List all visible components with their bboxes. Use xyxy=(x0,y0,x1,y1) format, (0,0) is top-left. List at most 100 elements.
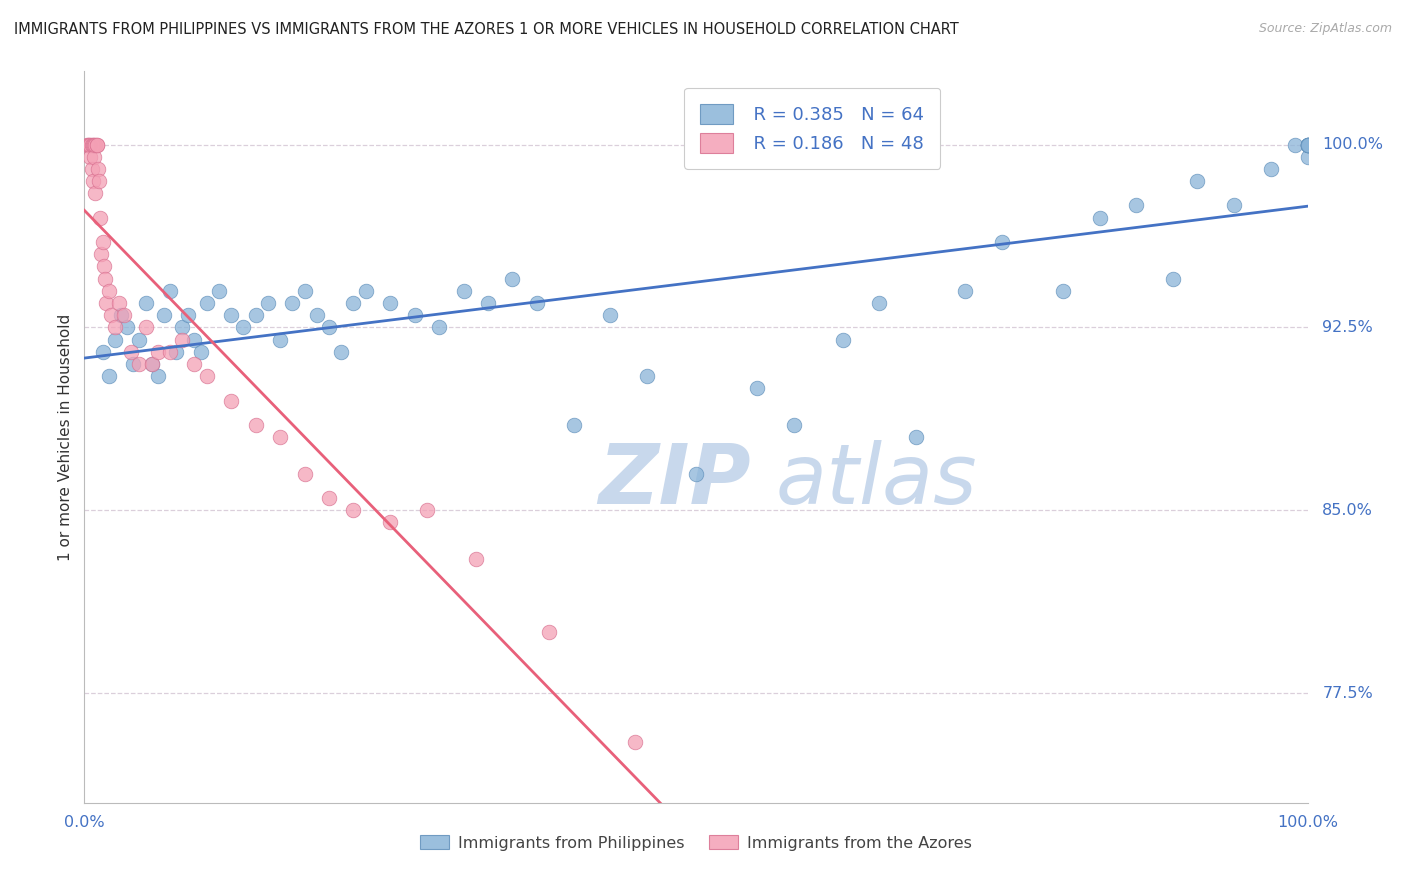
Point xyxy=(104,320,127,334)
Text: 100.0%: 100.0% xyxy=(1277,815,1339,830)
Point xyxy=(747,381,769,395)
Point xyxy=(86,137,108,152)
Point xyxy=(82,174,104,188)
Point xyxy=(190,344,212,359)
Point xyxy=(77,137,100,152)
Point xyxy=(281,296,304,310)
Point xyxy=(159,344,181,359)
Point xyxy=(427,320,450,334)
Point xyxy=(97,369,120,384)
Point xyxy=(685,467,707,481)
Point xyxy=(91,344,114,359)
Point xyxy=(128,357,150,371)
Point xyxy=(1161,271,1184,285)
Point xyxy=(183,357,205,371)
Point xyxy=(141,357,163,371)
Point xyxy=(1296,137,1319,152)
Point xyxy=(502,271,524,285)
Point xyxy=(83,137,105,152)
Point xyxy=(232,320,254,334)
Point xyxy=(80,161,103,176)
Text: 92.5%: 92.5% xyxy=(1322,320,1374,334)
Point xyxy=(294,467,316,481)
Point xyxy=(624,735,647,749)
Point xyxy=(636,369,658,384)
Point xyxy=(87,161,110,176)
Point xyxy=(342,503,364,517)
Point xyxy=(89,211,111,225)
Point xyxy=(177,308,200,322)
Point xyxy=(318,491,340,505)
Point xyxy=(84,186,107,201)
Point xyxy=(294,284,316,298)
Point xyxy=(869,296,891,310)
Point xyxy=(1284,137,1306,152)
Text: atlas: atlas xyxy=(776,441,977,522)
Point xyxy=(219,308,242,322)
Text: 100.0%: 100.0% xyxy=(1322,137,1384,152)
Point xyxy=(991,235,1014,249)
Point xyxy=(79,137,101,152)
Point xyxy=(538,625,561,640)
Point xyxy=(245,308,267,322)
Point xyxy=(1296,137,1319,152)
Point xyxy=(1260,161,1282,176)
Point xyxy=(1296,137,1319,152)
Point xyxy=(120,344,142,359)
Point xyxy=(87,174,110,188)
Point xyxy=(122,357,145,371)
Point xyxy=(219,393,242,408)
Point xyxy=(112,308,135,322)
Point xyxy=(526,296,548,310)
Point xyxy=(79,150,101,164)
Text: ZIP: ZIP xyxy=(598,441,751,522)
Point xyxy=(257,296,280,310)
Point xyxy=(905,430,928,444)
Point xyxy=(195,369,218,384)
Y-axis label: 1 or more Vehicles in Household: 1 or more Vehicles in Household xyxy=(58,313,73,561)
Point xyxy=(562,417,585,432)
Point xyxy=(305,308,328,322)
Point xyxy=(831,333,853,347)
Point xyxy=(1296,137,1319,152)
Point xyxy=(93,260,115,274)
Point xyxy=(1296,150,1319,164)
Point xyxy=(80,137,103,152)
Point xyxy=(90,247,112,261)
Point xyxy=(104,333,127,347)
Point xyxy=(94,271,117,285)
Point xyxy=(84,137,107,152)
Point xyxy=(208,284,231,298)
Point xyxy=(146,344,169,359)
Point xyxy=(165,344,187,359)
Point xyxy=(953,284,976,298)
Point xyxy=(1223,198,1246,212)
Point xyxy=(86,137,108,152)
Point xyxy=(453,284,475,298)
Point xyxy=(599,308,621,322)
Point xyxy=(269,333,291,347)
Point xyxy=(783,417,806,432)
Text: 85.0%: 85.0% xyxy=(1322,503,1374,517)
Point xyxy=(91,235,114,249)
Point xyxy=(245,417,267,432)
Point xyxy=(135,296,157,310)
Point xyxy=(318,320,340,334)
Point xyxy=(1296,137,1319,152)
Point xyxy=(195,296,218,310)
Point xyxy=(153,308,176,322)
Point xyxy=(100,308,122,322)
Point xyxy=(107,296,129,310)
Point xyxy=(82,137,104,152)
Text: IMMIGRANTS FROM PHILIPPINES VS IMMIGRANTS FROM THE AZORES 1 OR MORE VEHICLES IN : IMMIGRANTS FROM PHILIPPINES VS IMMIGRANT… xyxy=(14,22,959,37)
Point xyxy=(115,320,138,334)
Text: 0.0%: 0.0% xyxy=(65,815,104,830)
Text: 77.5%: 77.5% xyxy=(1322,686,1374,700)
Point xyxy=(416,503,439,517)
Point xyxy=(380,516,402,530)
Point xyxy=(172,320,194,334)
Point xyxy=(77,137,100,152)
Point xyxy=(83,150,105,164)
Point xyxy=(477,296,499,310)
Point xyxy=(330,344,353,359)
